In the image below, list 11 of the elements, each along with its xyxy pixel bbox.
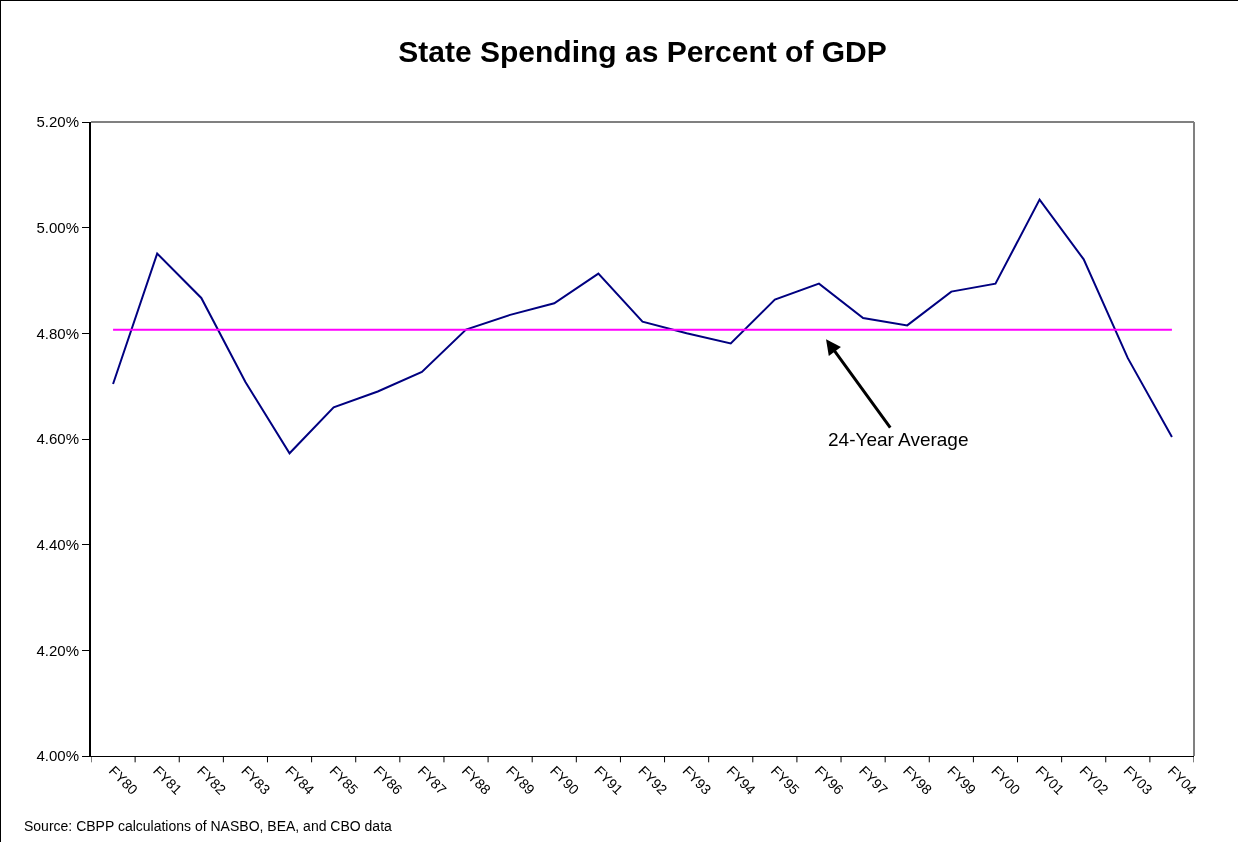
y-tick-label: 4.00% (36, 747, 79, 765)
y-tick-label: 4.80% (36, 324, 79, 342)
y-tick-label: 5.20% (36, 113, 79, 131)
source-note: Source: CBPP calculations of NASBO, BEA, and CBO data (24, 818, 393, 834)
chart-title: State Spending as Percent of GDP (398, 35, 887, 69)
annotation: 24-Year Average (828, 429, 969, 450)
y-tick-label: 5.00% (36, 218, 79, 236)
y-tick-label: 4.20% (36, 641, 79, 659)
y-tick-label: 4.40% (36, 535, 79, 553)
y-tick-label: 4.60% (36, 430, 79, 448)
line-series (112, 198, 1173, 455)
